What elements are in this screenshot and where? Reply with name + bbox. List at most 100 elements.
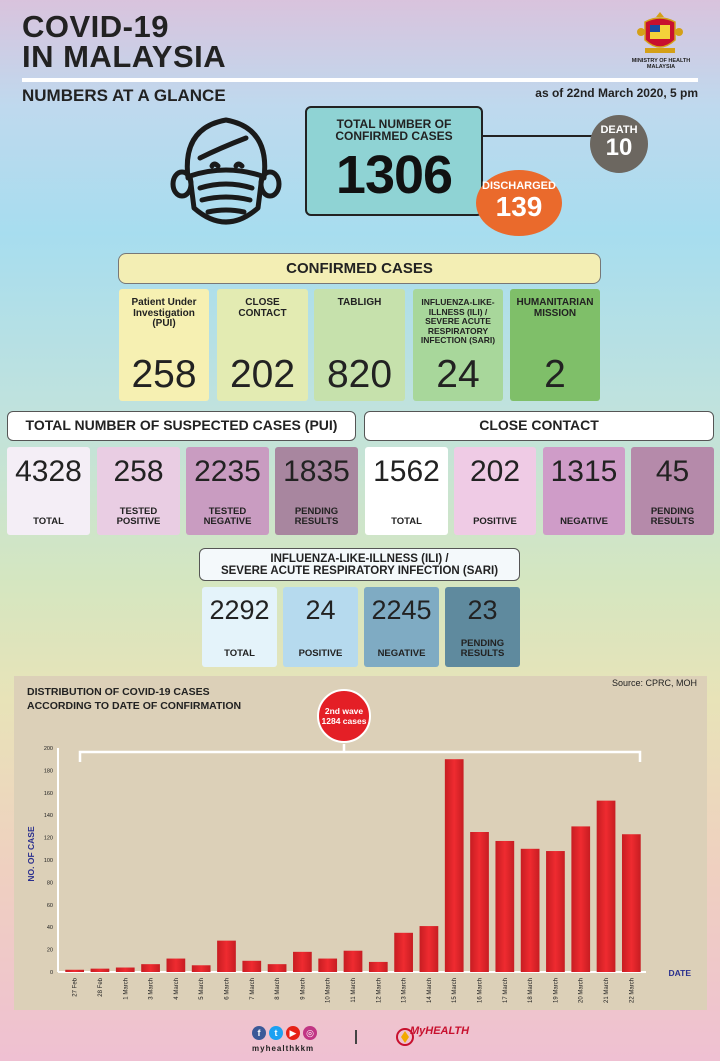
pui-stat-total: 4328 TOTAL — [7, 447, 90, 535]
x-tick-label: 17 March — [503, 978, 509, 1003]
instagram-icon[interactable]: ◎ — [303, 1026, 317, 1040]
youtube-icon[interactable]: ▶ — [286, 1026, 300, 1040]
x-tick-label: 28 Feb — [98, 977, 104, 996]
chart-title: DISTRIBUTION OF COVID-19 CASES ACCORDING… — [27, 685, 241, 713]
confirmed-card-humanitarian: HUMANITARIAN MISSION 2 — [510, 289, 600, 401]
y-tick-label: 20 — [47, 948, 53, 954]
x-tick-label: 5 March — [199, 978, 205, 1000]
bar-12 — [343, 950, 363, 972]
x-tick-labels: 27 Feb 28 Feb 1 March 3 March 4 March 5 March… — [73, 977, 636, 1003]
stat-value: 4328 — [15, 455, 82, 488]
title-line-2: IN MALAYSIA — [22, 39, 227, 74]
ili-sari-banner: INFLUENZA-LIKE-ILLNESS (ILI) / SEVERE AC… — [199, 548, 520, 581]
x-tick-label: 11 March — [351, 978, 357, 1003]
y-tick-label: 80 — [47, 880, 53, 886]
bar-10 — [293, 951, 312, 972]
stat-label: NEGATIVE — [560, 516, 608, 527]
x-tick-label: 21 March — [604, 978, 610, 1003]
confirmed-card-value: 2 — [544, 353, 566, 396]
ili-title-line-2: SEVERE ACUTE RESPIRATORY INFECTION (SARI… — [220, 565, 499, 577]
bar-6 — [191, 965, 211, 972]
confirmed-card-pui: Patient Under Investigation (PUI) 258 — [119, 289, 209, 401]
x-tick-label: 7 March — [250, 978, 256, 1000]
confirmed-card-label: INFLUENZA-LIKE-ILLNESS (ILI) / SEVERE AC… — [420, 297, 496, 345]
bars-group — [65, 759, 641, 972]
x-tick-label: 10 March — [326, 978, 332, 1003]
confirmed-card-value: 24 — [436, 353, 480, 396]
confirmed-cases-banner: CONFIRMED CASES — [118, 253, 601, 284]
ili-stat-positive: 24 POSITIVE — [283, 587, 358, 667]
y-tick-label: 160 — [44, 791, 53, 797]
bar-8 — [242, 960, 262, 972]
wave-badge-line-2: 1284 cases — [322, 716, 367, 726]
pui-banner: TOTAL NUMBER OF SUSPECTED CASES (PUI) — [7, 411, 356, 441]
footer-separator — [355, 1030, 357, 1044]
pui-stat-pending: 1835 PENDING RESULTS — [275, 447, 358, 535]
bar-1 — [65, 969, 85, 972]
cc-stat-negative: 1315 NEGATIVE — [543, 447, 625, 535]
bar-21 — [571, 826, 591, 972]
title-line-1: COVID-19 — [22, 9, 169, 44]
stat-label: NEGATIVE — [377, 648, 426, 659]
myhealth-logo-icon — [396, 1028, 414, 1046]
pui-stat-negative: 2235 TESTED NEGATIVE — [186, 447, 269, 535]
wave-bracket — [78, 744, 642, 762]
bar-11 — [318, 958, 338, 972]
confirmed-card-label: CLOSE CONTACT — [238, 297, 287, 319]
bar-19 — [520, 848, 540, 972]
stat-label: TESTED POSITIVE — [116, 506, 161, 527]
stat-label: PENDING RESULTS — [460, 638, 505, 659]
stat-label: TOTAL — [391, 516, 422, 527]
bar-9 — [267, 964, 287, 972]
case-distribution-chart: NO. OF CASE DATE 0 20 40 60 80 100 120 140 160 18… — [26, 689, 691, 1003]
y-tick-label: 140 — [44, 813, 53, 819]
page-title: COVID-19 IN MALAYSIA — [22, 9, 227, 74]
page-subtitle: NUMBERS AT A GLANCE — [22, 86, 226, 105]
stat-value: 258 — [113, 455, 164, 488]
stat-label: PENDING RESULTS — [294, 506, 339, 527]
discharged-label: DISCHARGED — [482, 180, 556, 192]
myhealth-brand: MyHEALTH — [410, 1025, 470, 1037]
x-tick-label: 12 March — [376, 978, 382, 1003]
x-tick-label: 18 March — [528, 978, 534, 1003]
stat-value: 1315 — [550, 455, 618, 488]
discharged-badge: DISCHARGED 139 — [476, 170, 562, 236]
y-tick-label: 40 — [47, 925, 53, 931]
x-tick-label: 6 March — [224, 978, 230, 1000]
x-tick-label: 22 March — [629, 978, 635, 1003]
confirmed-card-tabligh: TABLIGH 820 — [314, 289, 405, 401]
confirmed-card-value: 202 — [229, 353, 296, 396]
x-tick-label: 14 March — [427, 978, 433, 1003]
cc-stat-total: 1562 TOTAL — [365, 447, 448, 535]
bar-23 — [621, 834, 641, 972]
confirmed-card-ili-sari: INFLUENZA-LIKE-ILLNESS (ILI) / SEVERE AC… — [413, 289, 503, 401]
y-tick-label: 180 — [44, 768, 53, 774]
total-confirmed-card: TOTAL NUMBER OF CONFIRMED CASES 1306 — [305, 106, 483, 216]
ministry-label: MINISTRY OF HEALTH MALAYSIA — [631, 58, 691, 70]
y-tick-label: 100 — [44, 858, 53, 864]
bar-18 — [495, 840, 515, 972]
facebook-icon[interactable]: f — [252, 1026, 266, 1040]
x-tick-label: 13 March — [402, 978, 408, 1003]
twitter-icon[interactable]: t — [269, 1026, 283, 1040]
x-tick-label: 1 March — [123, 978, 129, 1000]
ili-title-line-1: INFLUENZA-LIKE-ILLNESS (ILI) / — [270, 553, 449, 565]
chart-source: Source: CPRC, MOH — [611, 678, 697, 688]
stat-label: TOTAL — [33, 516, 64, 527]
y-tick-label: 0 — [50, 970, 53, 976]
stat-label: POSITIVE — [298, 648, 343, 659]
header-divider — [22, 78, 698, 82]
confirmed-card-label: HUMANITARIAN MISSION — [516, 297, 594, 319]
confirmed-card-close-contact: CLOSE CONTACT 202 — [217, 289, 308, 401]
x-tick-label: 3 March — [149, 978, 155, 1000]
as-of-date: as of 22nd March 2020, 5 pm — [535, 86, 698, 100]
wave-badge-line-1: 2nd wave — [325, 706, 364, 716]
x-tick-label: 8 March — [275, 978, 281, 1000]
y-tick-label: 60 — [47, 903, 53, 909]
social-handle[interactable]: myhealthkkm — [252, 1044, 315, 1053]
stat-value: 45 — [655, 455, 690, 488]
death-label: DEATH — [600, 124, 638, 136]
connector-line — [480, 135, 600, 137]
bar-15 — [419, 926, 439, 972]
close-contact-banner: CLOSE CONTACT — [364, 411, 714, 441]
